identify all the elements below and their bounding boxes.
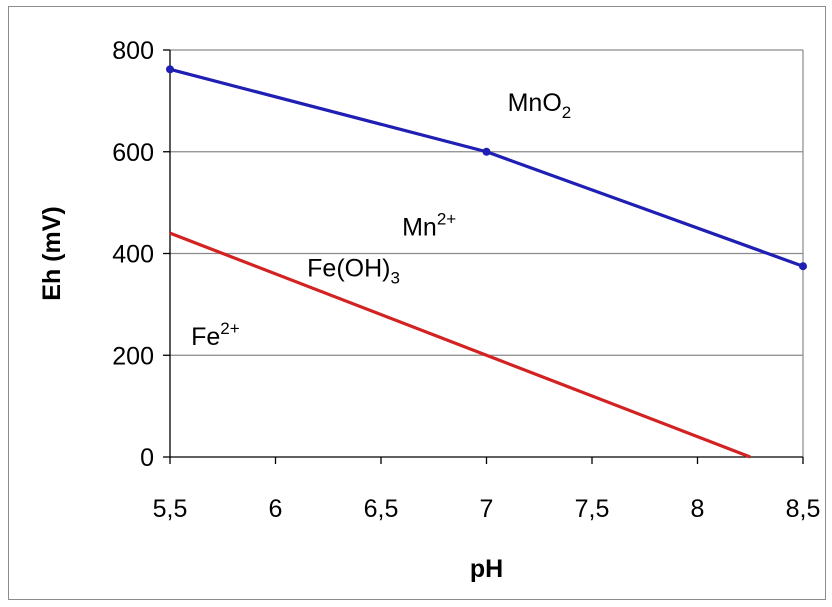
x-tick-label-6: 8,5 (786, 495, 821, 523)
x-axis-label: pH (470, 555, 503, 583)
annotation-feoh3: Fe(OH)3 (307, 254, 400, 287)
y-tick-label-3: 600 (112, 139, 154, 167)
annotation-fe2: Fe2+ (191, 319, 240, 351)
annotations: MnO2 Mn2+Fe(OH)3 Fe2+ (191, 89, 571, 351)
x-tick-label-3: 7 (480, 495, 494, 523)
gridlines (170, 49, 803, 356)
x-tick-label-0: 5,5 (153, 495, 188, 523)
y-tick-label-0: 0 (140, 444, 154, 472)
series-line-0 (169, 67, 804, 268)
x-tick-label-2: 6,5 (364, 495, 399, 523)
series-0-point-0 (166, 65, 174, 74)
y-axis-label: Eh (mV) (38, 206, 66, 300)
x-tick-label-1: 6 (269, 495, 283, 523)
series-line-1 (169, 231, 751, 459)
x-tick-label-4: 7,5 (575, 495, 610, 523)
annotation-mno2: MnO2 (508, 89, 572, 122)
y-tick-label-2: 400 (112, 241, 154, 269)
series-0-point-2 (799, 262, 807, 271)
axes (163, 49, 804, 464)
series-layer (166, 65, 807, 459)
x-tick-label-5: 8 (691, 495, 705, 523)
annotation-mn2: Mn2+ (402, 210, 456, 242)
y-tick-label-1: 200 (112, 342, 154, 370)
series-0-point-1 (482, 147, 491, 156)
y-tick-label-4: 800 (112, 37, 154, 65)
chart-frame (8, 6, 826, 600)
tick-labels: 0 200 400 600 800 5,5 6 6,5 7 7,5 8 8,5 (112, 37, 820, 523)
